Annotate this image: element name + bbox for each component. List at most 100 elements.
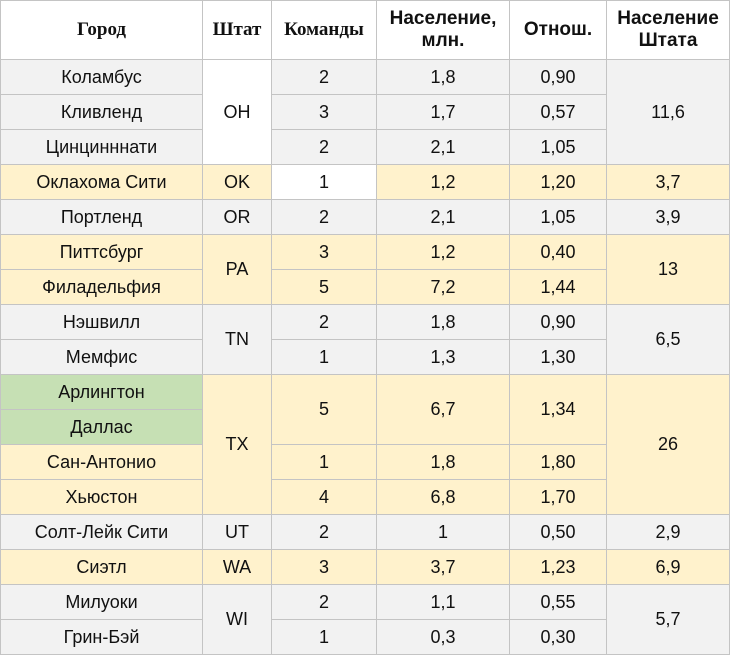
table-row: Даллас: [0, 409, 730, 445]
ratio-cell[interactable]: 0,57: [509, 94, 607, 130]
city-cell[interactable]: Даллас: [0, 409, 203, 445]
population-cell[interactable]: 1,1: [376, 584, 510, 620]
city-cell[interactable]: Кливленд: [0, 94, 203, 130]
state-population-cell[interactable]: 2,9: [606, 514, 730, 550]
city-cell[interactable]: Оклахома Сити: [0, 164, 203, 200]
teams-cell[interactable]: 1: [271, 444, 377, 480]
teams-cell[interactable]: 1: [271, 164, 377, 200]
state-cell[interactable]: UT: [202, 514, 272, 550]
state-population-cell[interactable]: 3,9: [606, 199, 730, 235]
teams-cell[interactable]: 2: [271, 59, 377, 95]
city-cell[interactable]: Арлингтон: [0, 374, 203, 410]
teams-cell[interactable]: 2: [271, 199, 377, 235]
header-teams[interactable]: Команды: [271, 0, 377, 60]
population-cell[interactable]: 1,3: [376, 339, 510, 375]
ratio-cell[interactable]: 0,90: [509, 59, 607, 95]
city-cell[interactable]: Солт-Лейк Сити: [0, 514, 203, 550]
teams-cell[interactable]: 1: [271, 339, 377, 375]
ratio-cell[interactable]: 1,23: [509, 549, 607, 585]
city-cell[interactable]: Сиэтл: [0, 549, 203, 585]
table-row: Портленд OR 2 2,1 1,05 3,9: [0, 199, 730, 235]
city-cell[interactable]: Цинцинннати: [0, 129, 203, 165]
ratio-cell[interactable]: 1,34: [509, 374, 607, 445]
population-cell[interactable]: 1,8: [376, 304, 510, 340]
state-cell[interactable]: TN: [202, 304, 272, 375]
ratio-cell[interactable]: 0,55: [509, 584, 607, 620]
population-cell[interactable]: 2,1: [376, 129, 510, 165]
teams-cell[interactable]: 2: [271, 304, 377, 340]
table-row: Мемфис 1 1,3 1,30: [0, 339, 730, 375]
city-cell[interactable]: Грин-Бэй: [0, 619, 203, 655]
city-cell[interactable]: Питтсбург: [0, 234, 203, 270]
ratio-cell[interactable]: 0,90: [509, 304, 607, 340]
state-cell[interactable]: OK: [202, 164, 272, 200]
header-population[interactable]: Население, млн.: [376, 0, 510, 60]
ratio-cell[interactable]: 0,50: [509, 514, 607, 550]
teams-cell[interactable]: 1: [271, 619, 377, 655]
state-population-cell[interactable]: 13: [606, 234, 730, 305]
state-cell[interactable]: PA: [202, 234, 272, 305]
teams-cell[interactable]: 2: [271, 129, 377, 165]
teams-cell[interactable]: 5: [271, 269, 377, 305]
city-cell[interactable]: Филадельфия: [0, 269, 203, 305]
population-cell[interactable]: 3,7: [376, 549, 510, 585]
header-city[interactable]: Город: [0, 0, 203, 60]
city-cell[interactable]: Милуоки: [0, 584, 203, 620]
city-cell[interactable]: Мемфис: [0, 339, 203, 375]
city-cell[interactable]: Нэшвилл: [0, 304, 203, 340]
population-cell[interactable]: 6,8: [376, 479, 510, 515]
teams-cell[interactable]: 3: [271, 234, 377, 270]
table-row: Кливленд 3 1,7 0,57: [0, 94, 730, 130]
header-state[interactable]: Штат: [202, 0, 272, 60]
state-population-cell[interactable]: 11,6: [606, 59, 730, 165]
population-cell[interactable]: 7,2: [376, 269, 510, 305]
state-population-cell[interactable]: 6,9: [606, 549, 730, 585]
ratio-cell[interactable]: 1,80: [509, 444, 607, 480]
population-cell[interactable]: 1,8: [376, 59, 510, 95]
ratio-cell[interactable]: 0,40: [509, 234, 607, 270]
ratio-cell[interactable]: 0,30: [509, 619, 607, 655]
state-cell[interactable]: TX: [202, 374, 272, 515]
state-cell[interactable]: OR: [202, 199, 272, 235]
header-ratio[interactable]: Отнош.: [509, 0, 607, 60]
state-population-cell[interactable]: 26: [606, 374, 730, 515]
table-row: Сан-Антонио 1 1,8 1,80: [0, 444, 730, 480]
city-cell[interactable]: Коламбус: [0, 59, 203, 95]
teams-cell[interactable]: 2: [271, 514, 377, 550]
population-cell[interactable]: 1,2: [376, 234, 510, 270]
teams-cell[interactable]: 3: [271, 549, 377, 585]
ratio-cell[interactable]: 1,20: [509, 164, 607, 200]
population-cell[interactable]: 1,7: [376, 94, 510, 130]
state-population-cell[interactable]: 5,7: [606, 584, 730, 655]
ratio-cell[interactable]: 1,44: [509, 269, 607, 305]
population-cell[interactable]: 1,8: [376, 444, 510, 480]
state-cell[interactable]: OH: [202, 59, 272, 165]
teams-cell[interactable]: 3: [271, 94, 377, 130]
population-cell[interactable]: 6,7: [376, 374, 510, 445]
teams-cell[interactable]: 2: [271, 584, 377, 620]
table-row: Филадельфия 5 7,2 1,44: [0, 269, 730, 305]
population-cell[interactable]: 1,2: [376, 164, 510, 200]
population-cell[interactable]: 2,1: [376, 199, 510, 235]
population-cell[interactable]: 0,3: [376, 619, 510, 655]
state-cell[interactable]: WI: [202, 584, 272, 655]
table-row: Хьюстон 4 6,8 1,70: [0, 479, 730, 515]
state-population-cell[interactable]: 3,7: [606, 164, 730, 200]
ratio-cell[interactable]: 1,05: [509, 129, 607, 165]
population-cell[interactable]: 1: [376, 514, 510, 550]
city-cell[interactable]: Портленд: [0, 199, 203, 235]
ratio-cell[interactable]: 1,05: [509, 199, 607, 235]
ratio-cell[interactable]: 1,70: [509, 479, 607, 515]
state-cell[interactable]: WA: [202, 549, 272, 585]
header-row: Город Штат Команды Население, млн. Отнош.…: [0, 0, 730, 60]
table-row: Солт-Лейк Сити UT 2 1 0,50 2,9: [0, 514, 730, 550]
header-state-population[interactable]: Население Штата: [606, 0, 730, 60]
city-cell[interactable]: Сан-Антонио: [0, 444, 203, 480]
city-cell[interactable]: Хьюстон: [0, 479, 203, 515]
table-row: Питтсбург PA 3 1,2 0,40 13: [0, 234, 730, 305]
state-population-cell[interactable]: 6,5: [606, 304, 730, 375]
teams-cell[interactable]: 4: [271, 479, 377, 515]
teams-cell[interactable]: 5: [271, 374, 377, 445]
ratio-cell[interactable]: 1,30: [509, 339, 607, 375]
